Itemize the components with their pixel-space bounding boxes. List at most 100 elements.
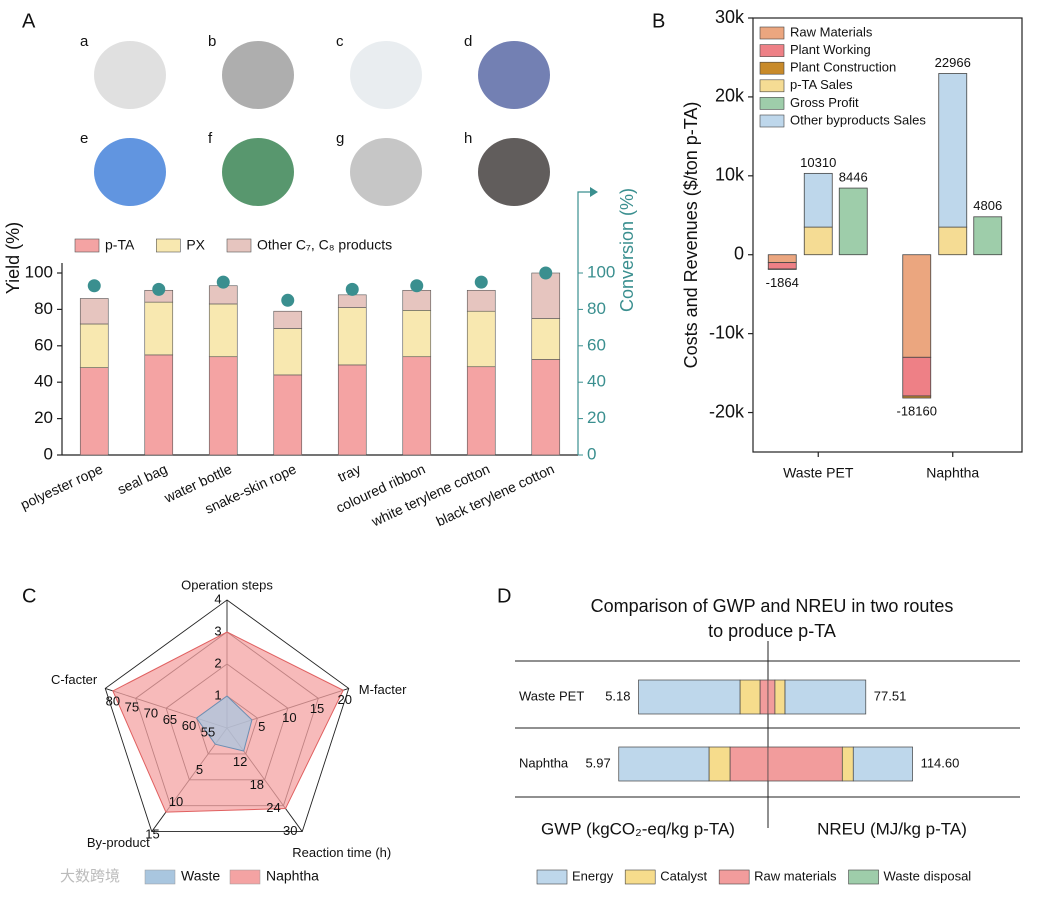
- panel-label: C: [22, 585, 36, 607]
- x-tick-label: Waste PET: [783, 465, 854, 481]
- legend-swatch: [74, 238, 100, 253]
- legend-label: Other C₇, C₈ products: [257, 237, 392, 253]
- total-label: 5.18: [605, 688, 630, 703]
- radar-tick-label: 5: [258, 719, 265, 734]
- photo: [350, 41, 422, 109]
- bar-segment: [618, 746, 710, 782]
- total-label: 10310: [800, 155, 836, 170]
- bar-segment: [531, 272, 561, 319]
- y-tick-label: -10k: [709, 322, 745, 342]
- legend-swatch: [759, 114, 785, 128]
- bar-segment: [902, 395, 932, 399]
- legend-label: Raw Materials: [790, 24, 873, 39]
- row-label: Waste PET: [519, 688, 584, 703]
- total-label: 22966: [935, 55, 971, 70]
- radar-tick-label: 55: [201, 724, 215, 739]
- photo: [94, 41, 166, 109]
- total-label: -18160: [897, 403, 937, 418]
- radar-tick-label: 10: [169, 794, 183, 809]
- radar-tick-label: 3: [214, 623, 221, 638]
- bar-segment: [759, 679, 769, 715]
- radar-tick-label: 4: [214, 591, 221, 606]
- photo-label: b: [208, 33, 216, 50]
- bar-segment: [852, 746, 913, 782]
- y2-arrow: [590, 187, 598, 197]
- y-tick-label: 0: [44, 444, 53, 463]
- bar-segment: [273, 374, 303, 456]
- conversion-point: [539, 266, 553, 280]
- bar-segment: [79, 367, 109, 456]
- bar-segment: [803, 172, 833, 228]
- x-tick-label: polyester rope: [18, 460, 105, 512]
- legend-label: Energy: [572, 868, 614, 883]
- photo-label: h: [464, 130, 472, 147]
- legend-label: Plant Construction: [790, 60, 896, 75]
- radar-tick-label: 30: [283, 823, 297, 838]
- radar-tick-label: 18: [250, 777, 264, 792]
- bar-segment: [803, 226, 833, 256]
- legend-swatch: [848, 869, 879, 885]
- radar-tick-label: 20: [338, 692, 352, 707]
- x-tick-label: tray: [335, 461, 363, 485]
- panel-label: A: [22, 10, 36, 32]
- photo: [478, 41, 550, 109]
- radar-tick-label: 24: [266, 800, 280, 815]
- radar-axis-label: M-facter: [359, 682, 407, 697]
- legend-swatch: [156, 238, 181, 253]
- photo: [222, 41, 294, 109]
- bar-segment: [784, 679, 867, 715]
- bar-segment: [767, 254, 797, 264]
- legend-swatch: [226, 238, 252, 253]
- legend-swatch: [144, 869, 176, 885]
- photo-label: e: [80, 130, 88, 147]
- legend-swatch: [759, 61, 785, 75]
- photo: [478, 138, 550, 206]
- bar-segment: [273, 310, 303, 329]
- bar-segment: [208, 303, 238, 358]
- watermark: 大数跨境: [60, 867, 120, 885]
- photo-label: g: [336, 130, 344, 147]
- bar: [838, 187, 868, 256]
- bar-segment: [531, 359, 561, 456]
- legend-swatch: [229, 869, 261, 885]
- radar-tick-label: 2: [214, 655, 221, 670]
- photo: [350, 138, 422, 206]
- x-tick-label: Naphtha: [926, 465, 979, 481]
- photo-label: a: [80, 33, 89, 50]
- panel-label: D: [497, 585, 511, 607]
- bar-segment: [708, 746, 731, 782]
- legend-label: Plant Working: [790, 42, 871, 57]
- title-line: to produce p-TA: [708, 621, 836, 641]
- conversion-point: [87, 279, 101, 293]
- legend-label: p-TA Sales: [790, 77, 853, 92]
- radar-tick-label: 80: [106, 693, 120, 708]
- y2-tick-label: 80: [587, 299, 606, 318]
- bar: [973, 216, 1003, 256]
- value-label: 4806: [973, 198, 1002, 213]
- legend-label: Raw materials: [754, 868, 837, 883]
- y2-tick-label: 100: [587, 262, 615, 281]
- photo: [222, 138, 294, 206]
- conversion-point: [345, 282, 359, 296]
- legend-swatch: [759, 79, 785, 93]
- right-axis-title: NREU (MJ/kg p-TA): [817, 819, 967, 838]
- legend-label: Other byproducts Sales: [790, 112, 926, 127]
- bar-segment: [337, 364, 367, 456]
- conversion-point: [281, 293, 295, 307]
- bar-segment: [902, 356, 932, 397]
- legend-swatch: [759, 97, 785, 110]
- bar-segment: [79, 323, 109, 368]
- radar-axis-label: Reaction time (h): [292, 845, 391, 860]
- y-tick-label: 20k: [715, 86, 745, 106]
- y2-axis: [577, 191, 590, 455]
- radar-axis-label: C-facter: [51, 672, 98, 687]
- bar-segment: [402, 356, 432, 456]
- total-label: 77.51: [874, 688, 907, 703]
- y-tick-label: 0: [734, 243, 744, 263]
- bar-segment: [79, 298, 109, 325]
- bar-segment: [337, 307, 367, 366]
- bar-segment: [774, 679, 786, 715]
- y-tick-label: 10k: [715, 165, 745, 185]
- x-tick-label: black terylene cotton: [433, 461, 556, 530]
- conversion-point: [152, 282, 166, 296]
